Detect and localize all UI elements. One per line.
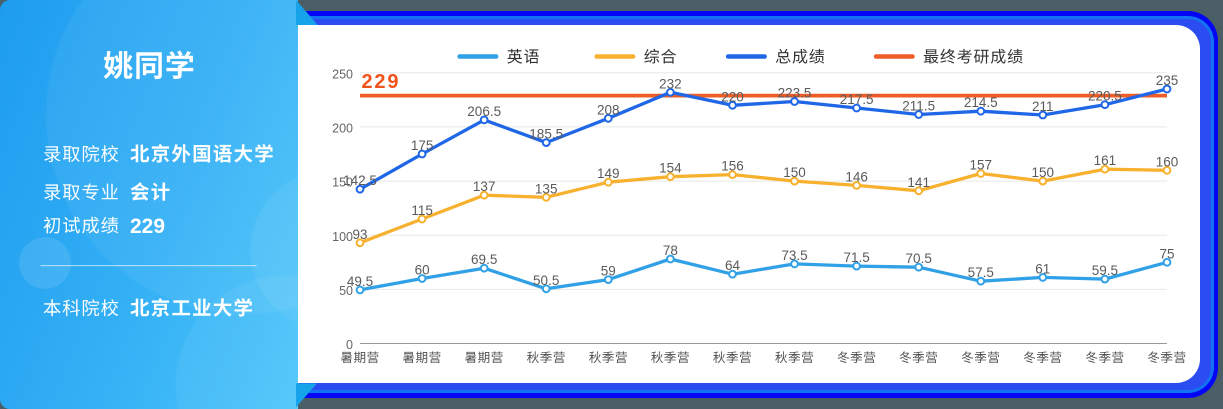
svg-text:208: 208 [597,102,620,117]
svg-text:223.5: 223.5 [778,86,812,101]
svg-text:141: 141 [907,175,930,190]
svg-text:175: 175 [411,138,434,153]
svg-text:211: 211 [1032,99,1054,114]
svg-text:185.5: 185.5 [529,127,563,142]
svg-text:137: 137 [473,179,496,194]
svg-text:146: 146 [845,169,868,184]
svg-text:229: 229 [362,71,401,93]
svg-text:75: 75 [1159,246,1174,261]
svg-text:220.5: 220.5 [1088,89,1122,104]
svg-text:142.5: 142.5 [343,173,377,188]
svg-text:78: 78 [663,243,678,258]
svg-text:232: 232 [659,76,682,91]
svg-text:160: 160 [1156,154,1179,169]
svg-text:200: 200 [332,122,353,136]
svg-text:150: 150 [332,176,353,190]
svg-text:154: 154 [659,161,682,176]
svg-text:217.5: 217.5 [840,92,874,107]
svg-text:73.5: 73.5 [781,248,807,263]
svg-text:61: 61 [1035,261,1050,276]
svg-text:250: 250 [332,67,353,81]
svg-text:220: 220 [721,89,744,104]
svg-text:57.5: 57.5 [968,265,994,280]
svg-text:49.5: 49.5 [347,274,373,289]
svg-text:229: 229 [130,215,165,238]
svg-text:150: 150 [783,165,806,180]
svg-text:156: 156 [721,159,744,174]
svg-text:100: 100 [332,230,353,244]
svg-text:70.5: 70.5 [906,251,932,266]
svg-text:64: 64 [725,258,741,273]
svg-text:93: 93 [352,227,367,242]
svg-text:161: 161 [1094,153,1117,168]
svg-text:50: 50 [339,284,353,298]
svg-text:71.5: 71.5 [843,250,869,265]
svg-text:60: 60 [415,263,430,278]
svg-text:150: 150 [1032,165,1055,180]
svg-text:214.5: 214.5 [964,95,998,110]
svg-text:211.5: 211.5 [902,99,935,114]
svg-text:59: 59 [601,264,616,279]
svg-text:149: 149 [597,166,620,181]
svg-text:115: 115 [411,203,433,218]
svg-text:59.5: 59.5 [1092,263,1118,278]
svg-text:135: 135 [535,181,558,196]
svg-text:50.5: 50.5 [533,273,559,288]
svg-text:235: 235 [1156,73,1179,88]
svg-text:0: 0 [346,338,353,352]
svg-text:69.5: 69.5 [471,252,497,267]
svg-text:206.5: 206.5 [467,104,501,119]
svg-text:157: 157 [970,158,993,173]
